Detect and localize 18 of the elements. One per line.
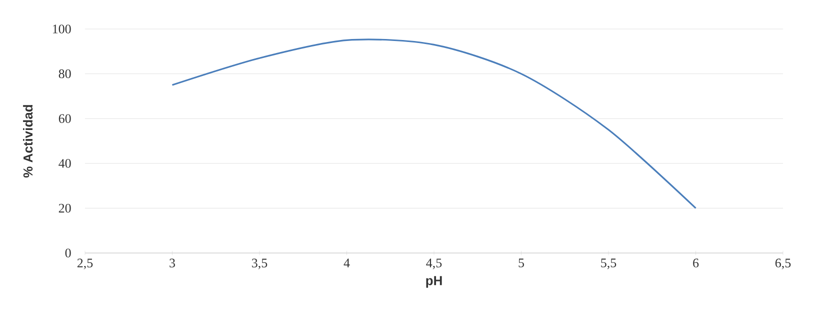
x-tick-label: 5 (518, 258, 524, 268)
x-tick-label: 6 (693, 258, 699, 268)
line-series (171, 38, 697, 209)
y-tick-label: 20 (58, 204, 71, 213)
y-tick-label: 40 (58, 159, 71, 168)
y-tick-label: 100 (52, 24, 71, 34)
y-axis-title: % Actividad (23, 105, 33, 178)
x-tick-label: 4 (344, 258, 350, 268)
x-tick-label: 5,5 (601, 258, 616, 270)
x-tick-label: 2,5 (77, 258, 93, 270)
y-tick-label: 80 (58, 69, 71, 78)
x-axis-title: pH (426, 276, 442, 288)
y-tick-label: 0 (65, 248, 71, 258)
x-tick-label: 3,5 (252, 258, 268, 270)
x-tick-label: 6,5 (775, 258, 791, 270)
x-tick-label: 4,5 (426, 258, 442, 270)
y-tick-label: 60 (58, 114, 71, 123)
x-tick-label: 3 (170, 258, 175, 268)
